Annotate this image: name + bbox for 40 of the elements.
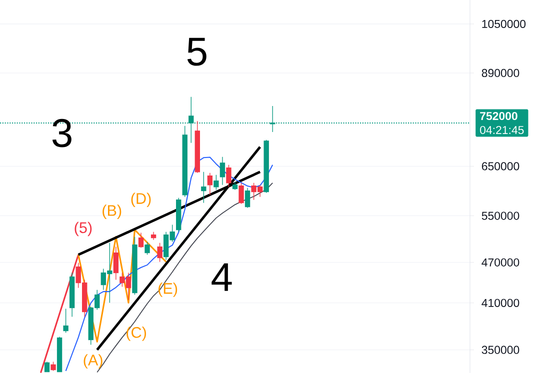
y-tick-label: 650000: [482, 162, 520, 170]
y-tick-label: 470000: [482, 258, 520, 266]
y-tick-label: 350000: [482, 346, 520, 354]
candlestick: [150, 232, 156, 240]
candlestick: [176, 197, 182, 232]
candlestick: [226, 164, 232, 188]
candlestick: [113, 246, 119, 280]
annotation: (D): [131, 192, 151, 208]
candlestick: [63, 308, 68, 334]
annotation: (B): [102, 204, 122, 219]
annotation: 3: [52, 118, 72, 148]
annotation: 5: [187, 38, 206, 66]
candlestick: [50, 361, 56, 372]
annotation: (C): [126, 326, 146, 341]
candlestick: [264, 140, 269, 194]
candlestick: [132, 236, 138, 296]
candlestick: [238, 182, 244, 204]
candlestick: [138, 232, 144, 248]
candlestick: [244, 188, 250, 208]
candlestick: [182, 126, 188, 198]
candlestick: [207, 172, 213, 196]
y-tick-label: 890000: [482, 68, 520, 78]
candlestick: [214, 174, 219, 190]
y-tick-label: 410000: [482, 298, 520, 307]
candlestick: [144, 242, 150, 256]
candlestick: [232, 182, 238, 190]
candlestick: [201, 172, 206, 204]
candlestick: [220, 156, 226, 186]
candlestick: [194, 120, 200, 174]
annotation: 4: [212, 263, 232, 291]
y-tick-label: 1050000: [482, 20, 526, 28]
annotation: (5): [74, 222, 92, 236]
text: 04:21:45: [480, 126, 524, 134]
candlestick: [157, 242, 162, 262]
annotation: (A): [84, 354, 102, 369]
line-series: [65, 156, 274, 372]
y-tick-label: 550000: [482, 212, 520, 220]
ref-line-label: 752000: [480, 112, 518, 120]
annotation: (E): [158, 282, 178, 297]
candlestick: [69, 272, 75, 318]
